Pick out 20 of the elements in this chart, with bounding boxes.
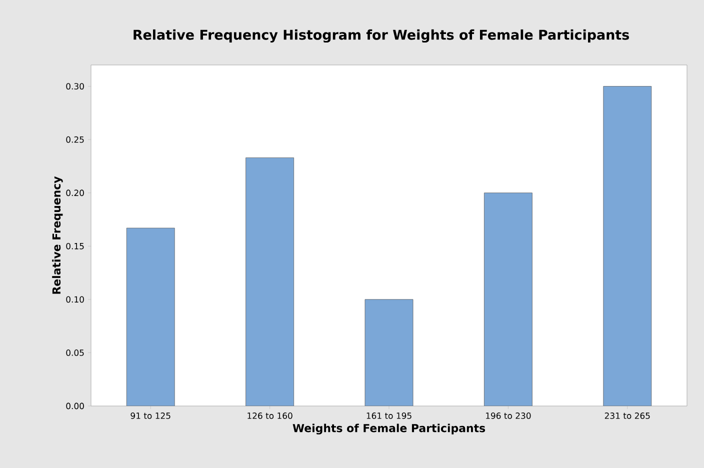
- x-tick-label: 231 to 265: [604, 412, 650, 419]
- chart-title: Relative Frequency Histogram for Weights of Female Participants: [134, 29, 629, 43]
- y-tick-label: 0.20: [66, 190, 84, 196]
- y-tick-label: 0.10: [66, 296, 84, 303]
- x-tick-label: 126 to 160: [248, 412, 292, 419]
- bar: [484, 192, 532, 406]
- x-tick-label: 196 to 230: [486, 412, 531, 419]
- bar: [246, 157, 294, 406]
- y-axis-title: Relative Frequency: [52, 176, 63, 294]
- y-tick-label: 0.30: [66, 83, 84, 90]
- bar: [126, 228, 175, 406]
- x-tick-label: 161 to 195: [366, 412, 412, 419]
- x-axis-title: Weights of Female Participants: [292, 424, 486, 434]
- y-tick-label: 0.05: [66, 350, 84, 356]
- y-tick-label: 0.00: [66, 402, 84, 410]
- bar: [364, 299, 414, 406]
- bar: [603, 86, 652, 406]
- y-tick-label: 0.25: [66, 136, 84, 143]
- y-tick-label: 0.15: [66, 242, 84, 250]
- x-tick-label: 91 to 125: [130, 412, 170, 419]
